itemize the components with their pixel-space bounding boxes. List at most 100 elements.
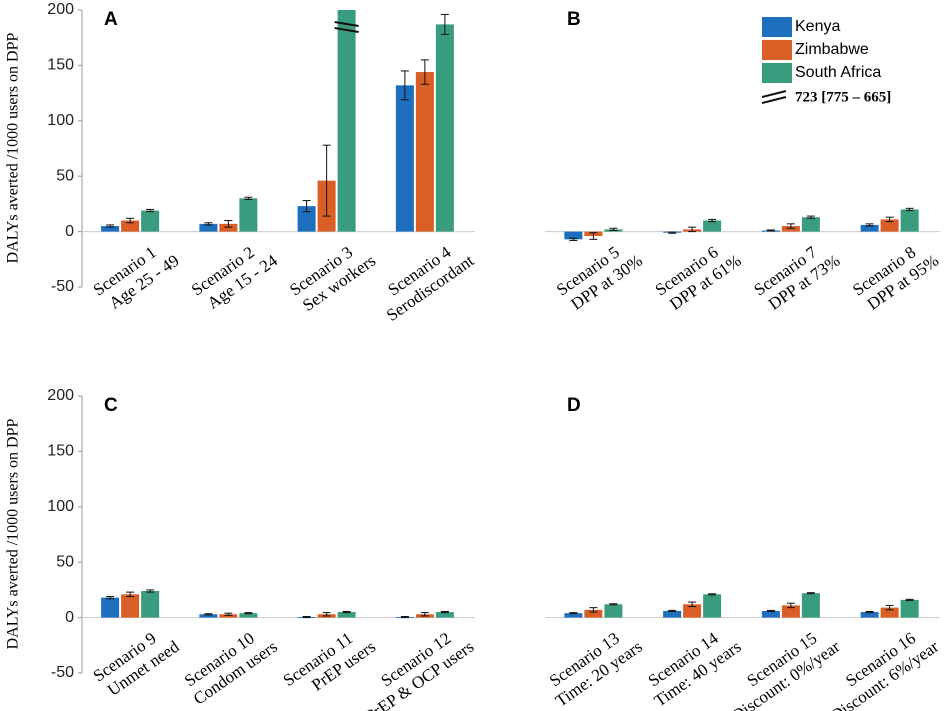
bar bbox=[564, 231, 583, 240]
bar bbox=[564, 613, 583, 618]
bar bbox=[121, 594, 140, 618]
bar bbox=[337, 612, 356, 618]
bar bbox=[199, 223, 218, 232]
panel-label: B bbox=[567, 9, 581, 30]
legend-swatch bbox=[762, 63, 792, 83]
y-tick-label: 50 bbox=[56, 553, 74, 570]
y-tick-label: 0 bbox=[65, 609, 74, 626]
panel-label: D bbox=[567, 395, 581, 416]
error-bar bbox=[106, 224, 115, 228]
error-bar bbox=[905, 598, 914, 601]
error-bar bbox=[688, 601, 697, 608]
error-bar bbox=[146, 589, 155, 593]
error-bar bbox=[885, 216, 894, 223]
bar bbox=[219, 614, 238, 618]
error-bar bbox=[766, 609, 775, 613]
y-axis-label: DALYs averted /1000 users on DPP bbox=[5, 32, 22, 263]
bar bbox=[415, 72, 434, 232]
error-bar bbox=[885, 604, 894, 611]
error-bar bbox=[342, 611, 351, 614]
error-bar bbox=[322, 612, 331, 617]
y-tick-label: 150 bbox=[47, 57, 74, 74]
legend-label: South Africa bbox=[795, 64, 881, 81]
bar bbox=[781, 226, 800, 232]
legend-swatch bbox=[762, 17, 792, 37]
bar bbox=[141, 210, 160, 232]
bar bbox=[880, 219, 899, 232]
error-bar bbox=[688, 226, 697, 233]
legend-swatch bbox=[762, 40, 792, 60]
error-bar bbox=[204, 613, 213, 616]
bar bbox=[435, 612, 454, 618]
y-tick-label: 0 bbox=[65, 223, 74, 240]
bar bbox=[900, 599, 919, 618]
y-tick-label: -50 bbox=[51, 278, 74, 295]
error-bar bbox=[609, 603, 618, 606]
error-bar bbox=[302, 615, 311, 619]
panel-label: A bbox=[104, 9, 118, 30]
bar bbox=[584, 609, 603, 618]
error-bar bbox=[708, 218, 717, 223]
error-bar bbox=[905, 207, 914, 212]
error-bar bbox=[708, 593, 717, 596]
bar bbox=[239, 613, 258, 618]
bar bbox=[239, 198, 258, 232]
error-bar bbox=[420, 59, 429, 85]
error-bar bbox=[806, 592, 815, 595]
error-bar bbox=[806, 215, 815, 219]
bar bbox=[880, 607, 899, 618]
bar bbox=[435, 24, 454, 232]
error-bar bbox=[302, 200, 311, 213]
bar bbox=[761, 610, 780, 618]
legend-break-icon bbox=[761, 96, 787, 104]
error-bar bbox=[440, 13, 449, 35]
bar bbox=[121, 220, 140, 232]
bar bbox=[801, 593, 820, 618]
axis-break bbox=[334, 27, 359, 33]
error-bar bbox=[400, 70, 409, 101]
bar bbox=[860, 224, 879, 232]
bar bbox=[860, 612, 879, 618]
error-bar bbox=[126, 591, 135, 598]
bar bbox=[297, 206, 316, 232]
error-bar bbox=[569, 237, 578, 241]
bar bbox=[781, 605, 800, 618]
error-bar bbox=[106, 596, 115, 600]
bar bbox=[199, 614, 218, 618]
error-bar bbox=[766, 229, 775, 232]
axis-break bbox=[334, 21, 359, 27]
error-bar bbox=[589, 232, 598, 240]
error-bar bbox=[668, 609, 677, 613]
bar bbox=[683, 604, 702, 618]
error-bar bbox=[420, 612, 429, 617]
error-bar bbox=[204, 222, 213, 226]
y-tick-label: 100 bbox=[47, 112, 74, 129]
bar bbox=[604, 604, 623, 618]
error-bar bbox=[609, 227, 618, 231]
bar bbox=[395, 85, 414, 232]
panel-label: C bbox=[104, 395, 118, 416]
legend-break-note: 723 [775 – 665] bbox=[795, 89, 891, 105]
error-bar bbox=[786, 223, 795, 229]
error-bar bbox=[865, 611, 874, 614]
legend-break-icon bbox=[761, 90, 787, 98]
error-bar bbox=[224, 612, 233, 616]
bar bbox=[141, 591, 160, 618]
error-bar bbox=[146, 208, 155, 213]
